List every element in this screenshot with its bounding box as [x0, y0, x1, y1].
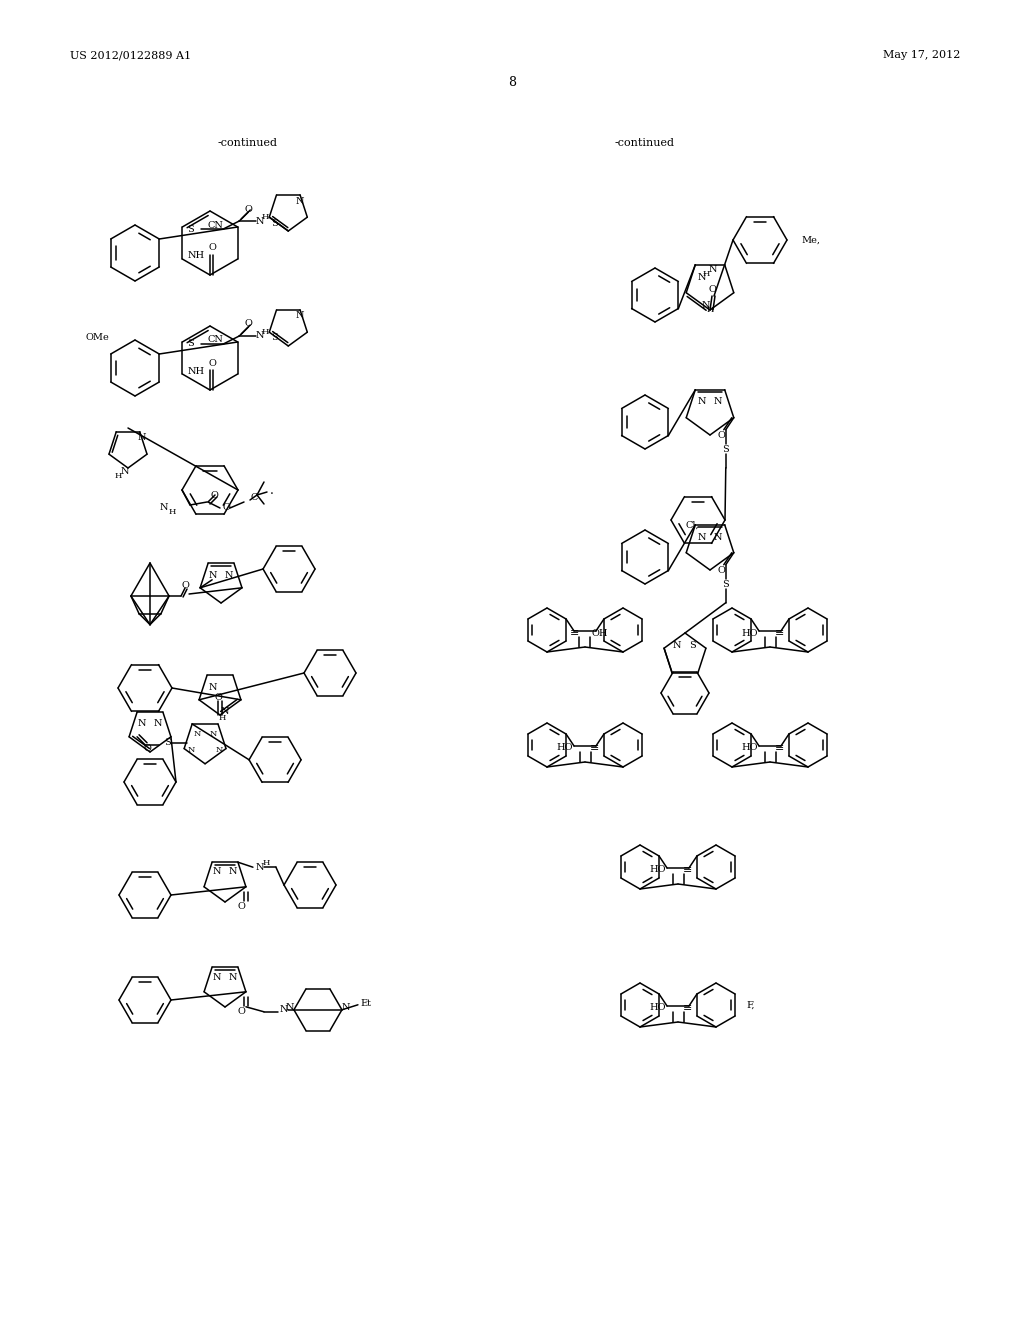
Text: O: O [208, 243, 216, 252]
Text: N: N [673, 640, 681, 649]
Text: CN: CN [207, 335, 223, 345]
Text: H: H [261, 213, 269, 220]
Text: O: O [718, 566, 726, 576]
Text: Cl,: Cl, [686, 520, 699, 529]
Text: S: S [271, 334, 278, 342]
Text: H: H [115, 473, 122, 480]
Text: O: O [143, 744, 151, 754]
Text: HO: HO [741, 743, 758, 752]
Text: N: N [213, 867, 221, 876]
Text: N: N [697, 272, 707, 281]
Text: H: H [168, 508, 176, 516]
Text: S: S [164, 738, 170, 747]
Text: NH: NH [187, 252, 205, 260]
Text: HO: HO [650, 866, 667, 874]
Text: HO: HO [557, 743, 573, 752]
Text: N: N [221, 708, 229, 717]
Text: N: N [215, 746, 223, 754]
Text: 8: 8 [508, 75, 516, 88]
Text: N: N [121, 466, 129, 475]
Text: O: O [238, 1007, 246, 1016]
Text: HO: HO [650, 1003, 667, 1012]
Text: N: N [209, 572, 217, 581]
Text: O: O [222, 503, 230, 512]
Text: O: O [210, 491, 218, 499]
Text: S: S [689, 640, 696, 649]
Text: OH: OH [592, 628, 608, 638]
Text: ≡: ≡ [570, 628, 580, 638]
Text: N: N [138, 719, 146, 729]
Text: F,: F, [746, 1001, 755, 1010]
Text: N: N [256, 863, 264, 871]
Text: O: O [708, 285, 716, 294]
Text: O: O [718, 432, 726, 441]
Text: N: N [213, 973, 221, 982]
Text: N: N [154, 719, 162, 729]
Text: -continued: -continued [615, 139, 675, 148]
Text: ≡: ≡ [683, 865, 692, 875]
Text: N: N [256, 216, 264, 226]
Text: N: N [709, 265, 717, 275]
Text: S: S [271, 219, 278, 227]
Text: N: N [209, 682, 217, 692]
Text: N: N [160, 503, 168, 512]
Text: O: O [214, 693, 222, 701]
Text: HO: HO [741, 628, 758, 638]
Text: S: S [187, 224, 194, 234]
Text: N: N [296, 197, 304, 206]
Text: -continued: -continued [218, 139, 278, 148]
Text: N: N [209, 730, 217, 738]
Text: N: N [187, 746, 195, 754]
Text: O: O [238, 903, 246, 911]
Text: N: N [228, 867, 238, 876]
Text: S: S [722, 581, 729, 589]
Text: S: S [722, 445, 729, 454]
Text: Me,: Me, [801, 235, 820, 244]
Text: ≡: ≡ [775, 743, 784, 752]
Text: O: O [208, 359, 216, 367]
Text: O: O [245, 205, 252, 214]
Text: ≡: ≡ [775, 628, 784, 638]
Text: N: N [228, 973, 238, 982]
Text: N: N [697, 397, 707, 407]
Text: N: N [194, 730, 201, 738]
Text: May 17, 2012: May 17, 2012 [883, 50, 961, 59]
Text: H: H [218, 714, 225, 722]
Text: N: N [286, 1003, 294, 1012]
Text: N: N [714, 397, 722, 407]
Text: S: S [187, 339, 194, 348]
Text: .: . [270, 483, 274, 496]
Text: NH: NH [187, 367, 205, 375]
Text: N: N [701, 301, 711, 309]
Text: N: N [138, 433, 146, 442]
Text: ≡: ≡ [590, 743, 600, 752]
Text: N: N [225, 572, 233, 581]
Text: CN: CN [207, 220, 223, 230]
Text: Et: Et [360, 999, 372, 1008]
Text: H: H [261, 327, 269, 337]
Text: N: N [256, 331, 264, 341]
Text: ≡: ≡ [683, 1003, 692, 1012]
Text: H: H [707, 306, 714, 314]
Text: H: H [262, 859, 269, 867]
Text: N: N [296, 312, 304, 321]
Text: O: O [245, 319, 252, 329]
Text: H: H [703, 269, 711, 277]
Text: N: N [714, 532, 722, 541]
Text: N: N [342, 1003, 350, 1012]
Text: N: N [697, 532, 707, 541]
Text: O: O [181, 582, 189, 590]
Text: C: C [250, 494, 258, 503]
Text: N: N [280, 1006, 288, 1014]
Text: US 2012/0122889 A1: US 2012/0122889 A1 [70, 50, 191, 59]
Text: OMe: OMe [85, 334, 109, 342]
